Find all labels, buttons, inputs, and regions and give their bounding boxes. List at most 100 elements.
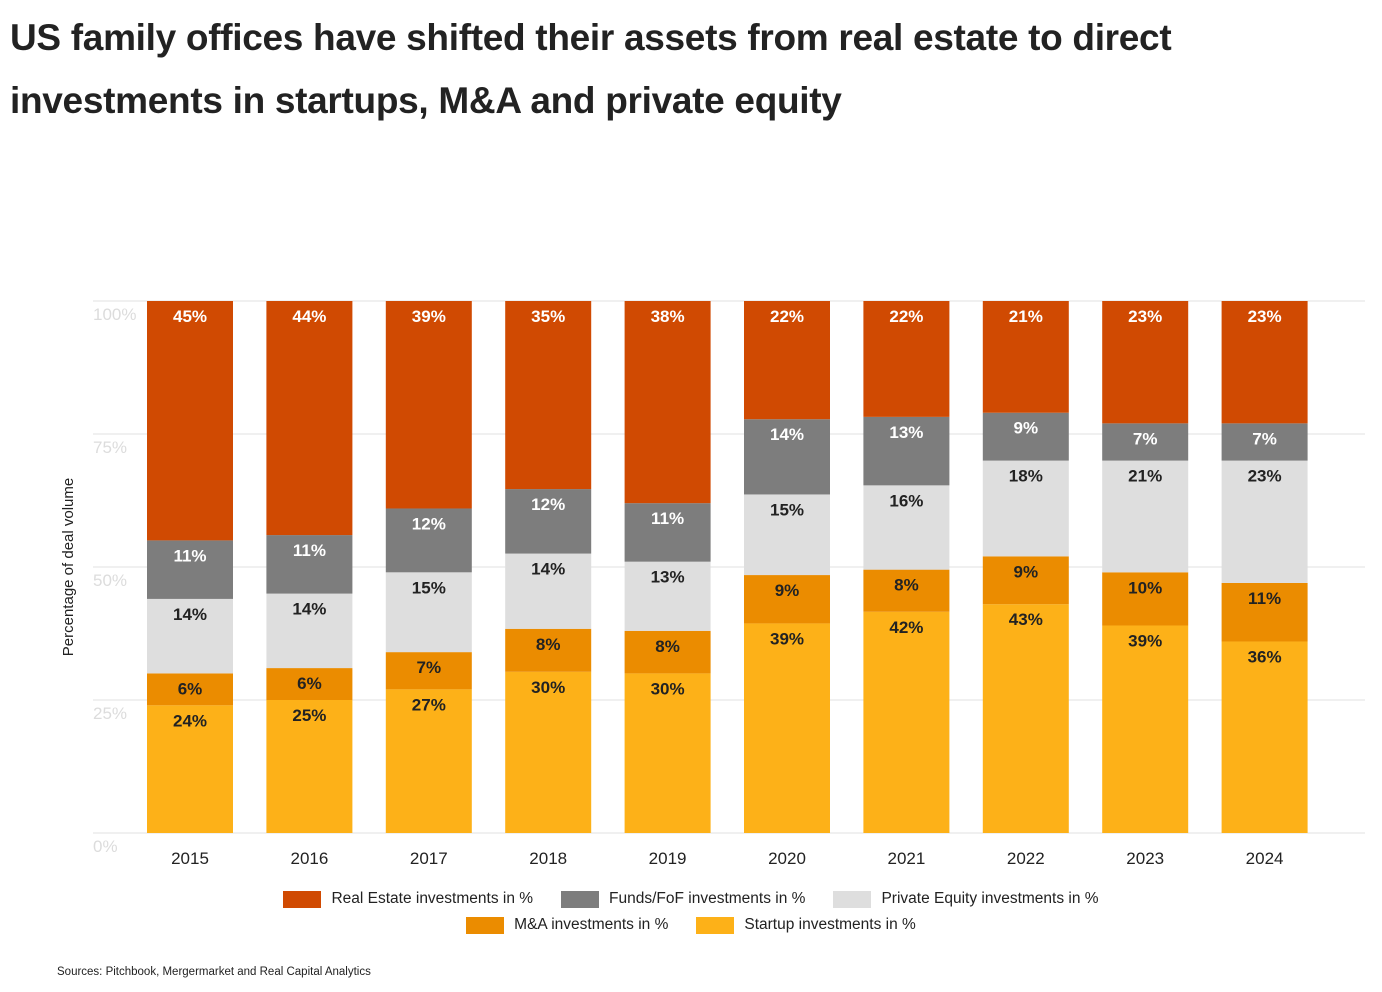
bar-segment: [982, 604, 1069, 833]
bar-segment: [1102, 572, 1189, 626]
bar-segment: [1221, 423, 1308, 461]
data-label: 43%: [1009, 610, 1043, 629]
bar-segment: [147, 705, 233, 833]
bar-segment: [1102, 301, 1189, 424]
data-label: 38%: [651, 307, 685, 326]
bar-segment: [982, 412, 1069, 461]
x-tick-label: 2021: [887, 849, 925, 868]
data-label: 42%: [889, 618, 923, 637]
bar-segment: [863, 485, 950, 570]
bar-segment: [505, 301, 592, 490]
data-label: 10%: [1128, 578, 1162, 597]
bar-segment: [624, 301, 711, 504]
data-label: 35%: [531, 307, 565, 326]
data-label: 7%: [1252, 429, 1277, 448]
data-label: 27%: [412, 695, 446, 714]
data-label: 9%: [1014, 562, 1039, 581]
bar-segment: [863, 301, 950, 417]
y-tick-label: 25%: [93, 704, 127, 723]
y-tick-label: 50%: [93, 571, 127, 590]
bar-segment: [744, 301, 830, 420]
bar-segment: [385, 301, 472, 509]
legend-item: Startup investments in %: [696, 916, 916, 934]
x-tick-label: 2019: [649, 849, 687, 868]
legend-swatch: [283, 890, 322, 908]
x-tick-label: 2018: [529, 849, 567, 868]
bar-segment: [744, 623, 830, 833]
bar-segment: [266, 668, 353, 700]
data-label: 44%: [292, 307, 326, 326]
x-tick-label: 2016: [290, 849, 328, 868]
bar-segment: [1102, 423, 1189, 461]
x-tick-label: 2022: [1007, 849, 1045, 868]
data-label: 23%: [1248, 467, 1282, 486]
bar-segment: [1221, 460, 1308, 583]
bar-segment: [1221, 641, 1308, 833]
data-label: 7%: [1133, 429, 1158, 448]
data-label: 30%: [651, 679, 685, 698]
data-label: 23%: [1248, 307, 1282, 326]
data-label: 23%: [1128, 307, 1162, 326]
data-label: 11%: [1248, 589, 1281, 608]
data-label: 15%: [770, 500, 804, 519]
legend-item: Real Estate investments in %: [283, 890, 533, 908]
data-label: 14%: [173, 605, 207, 624]
data-label: 8%: [894, 576, 919, 595]
legend-swatch: [833, 890, 872, 908]
data-label: 14%: [770, 425, 804, 444]
bar-segment: [624, 630, 711, 674]
data-label: 6%: [178, 679, 203, 698]
source-note: Sources: Pitchbook, Mergermarket and Rea…: [57, 966, 371, 978]
legend-item: M&A investments in %: [466, 916, 668, 934]
data-label: 16%: [889, 491, 923, 510]
data-label: 8%: [536, 635, 561, 654]
bar-segment: [744, 494, 830, 576]
data-label: 25%: [292, 706, 326, 725]
data-label: 11%: [651, 509, 684, 528]
bar-segment: [385, 508, 472, 573]
bar-segment: [266, 535, 353, 594]
bar-segment: [982, 301, 1069, 413]
legend-item: Private Equity investments in %: [833, 890, 1099, 908]
legend-label: Private Equity investments in %: [881, 890, 1099, 907]
x-tick-label: 2015: [171, 849, 209, 868]
data-label: 21%: [1128, 467, 1162, 486]
bar-segment: [147, 540, 233, 599]
bar-segment: [863, 569, 950, 612]
x-tick-label: 2023: [1126, 849, 1164, 868]
bar-segment: [505, 628, 592, 672]
legend-label: Startup investments in %: [744, 916, 916, 933]
bar-segment: [624, 561, 711, 631]
bar-segment: [385, 572, 472, 653]
data-label: 13%: [651, 568, 685, 587]
bar-segment: [863, 416, 950, 486]
data-label: 11%: [293, 541, 326, 560]
bar-segment: [744, 419, 830, 495]
data-label: 21%: [1009, 307, 1043, 326]
bar-segment: [266, 700, 353, 833]
data-label: 39%: [412, 307, 446, 326]
data-label: 14%: [292, 600, 326, 619]
data-label: 14%: [531, 560, 565, 579]
data-label: 7%: [417, 658, 442, 677]
bar-segment: [1221, 301, 1308, 424]
y-tick-label: 0%: [93, 837, 118, 856]
bar-segment: [624, 673, 711, 833]
bar-segment: [1221, 582, 1308, 642]
bar-segment: [982, 556, 1069, 605]
y-tick-label: 100%: [93, 305, 136, 324]
x-tick-label: 2024: [1246, 849, 1284, 868]
legend-row-2: M&A investments in % Startup investments …: [0, 916, 1382, 934]
data-label: 36%: [1248, 647, 1282, 666]
bar-segment: [624, 503, 711, 562]
bar-segment: [266, 593, 353, 669]
data-label: 22%: [770, 307, 804, 326]
bar-segment: [266, 301, 353, 536]
x-tick-label: 2020: [768, 849, 806, 868]
bar-segment: [505, 553, 592, 629]
y-tick-label: 75%: [93, 438, 127, 457]
bar-segment: [1102, 460, 1189, 573]
legend-swatch: [561, 890, 600, 908]
data-label: 8%: [655, 637, 680, 656]
